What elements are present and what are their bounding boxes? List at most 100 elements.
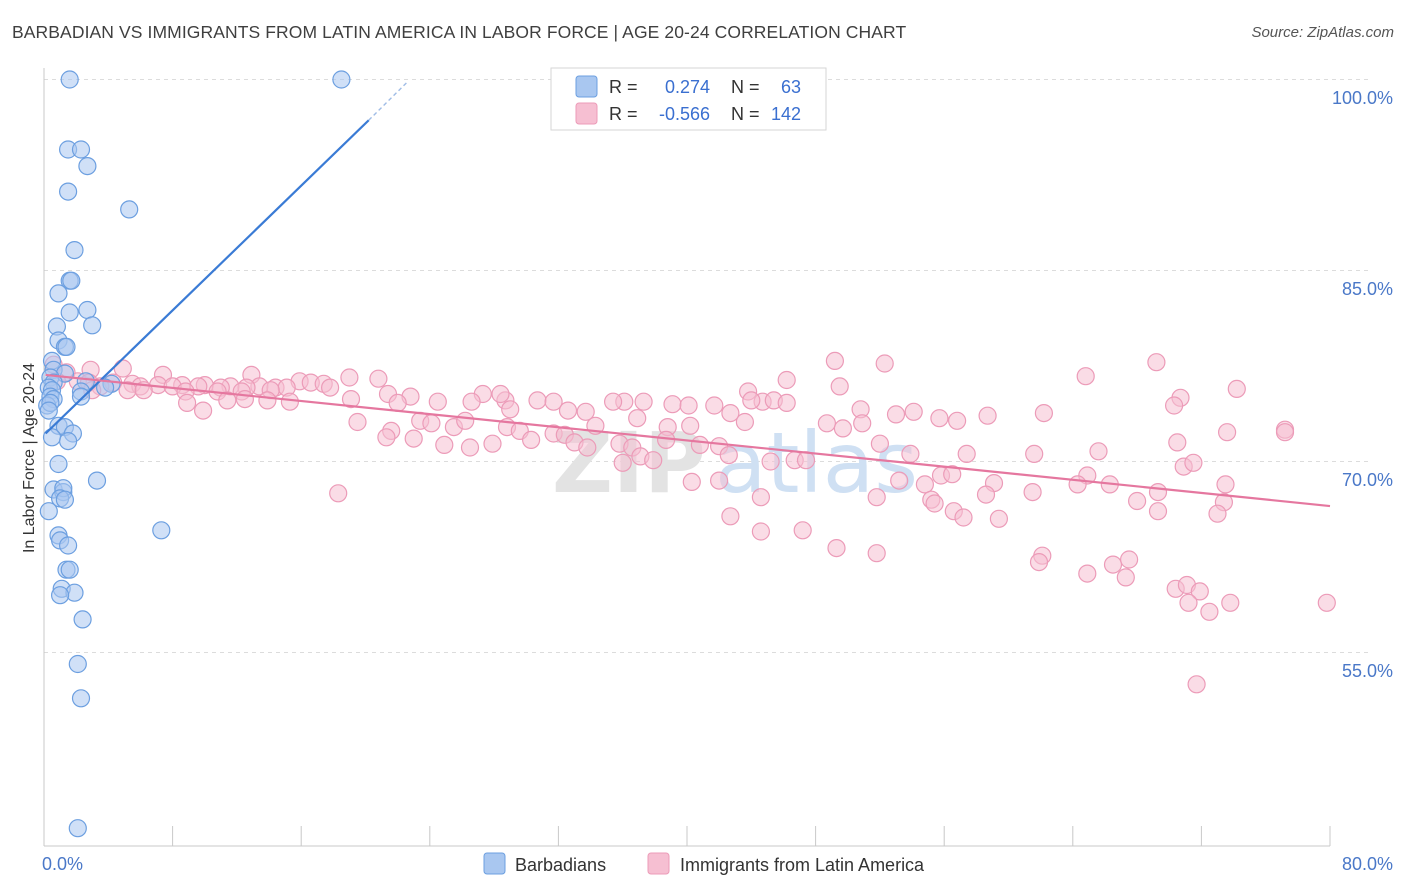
immigrants-point-119 xyxy=(901,444,920,463)
barbadians-point-17 xyxy=(57,337,76,356)
barbadians-point-28 xyxy=(95,378,115,397)
immigrants-point-62 xyxy=(341,390,361,409)
immigrants-point-142 xyxy=(1184,453,1203,472)
immigrants-point-165 xyxy=(827,538,846,558)
barbadians-point-0 xyxy=(60,70,79,89)
immigrants-point-101 xyxy=(978,406,997,425)
immigrants-point-169 xyxy=(1116,568,1135,587)
immigrants-point-52 xyxy=(1147,353,1166,372)
immigrants-point-123 xyxy=(1168,433,1187,452)
immigrants-point-158 xyxy=(751,522,771,541)
barbadians-point-57 xyxy=(73,610,92,629)
immigrants-point-110 xyxy=(578,438,597,457)
immigrants-point-145 xyxy=(751,488,771,507)
immigrants-point-97 xyxy=(817,414,837,433)
legend-r-value-2: -0.566 xyxy=(659,104,710,124)
immigrants-point-106 xyxy=(460,438,480,457)
immigrants-point-173 xyxy=(1221,593,1240,612)
immigrants-point-80 xyxy=(904,402,923,421)
immigrants-point-121 xyxy=(1025,444,1044,463)
immigrants-point-85 xyxy=(422,414,441,433)
immigrants-point-64 xyxy=(428,392,447,411)
barbadians-point-4 xyxy=(78,157,97,176)
immigrants-point-116 xyxy=(719,446,738,465)
immigrants-point-163 xyxy=(1029,552,1049,572)
immigrants-point-159 xyxy=(793,521,812,540)
immigrants-point-104 xyxy=(404,429,423,448)
barbadians-point-48 xyxy=(152,521,171,540)
immigrants-point-103 xyxy=(377,428,396,447)
barbadians-point-53 xyxy=(60,560,79,579)
barbadians-point-1 xyxy=(332,70,351,89)
barbadians-point-38 xyxy=(42,428,62,447)
immigrants-point-150 xyxy=(976,485,996,504)
immigrants-point-73 xyxy=(679,396,698,415)
barbadians-point-34 xyxy=(39,401,58,420)
barbadians-point-11 xyxy=(78,300,97,320)
x-tick-label-max: 80.0% xyxy=(1342,854,1393,874)
immigrants-point-51 xyxy=(1076,367,1095,386)
legend-n-label-1: N = xyxy=(731,77,760,97)
immigrants-point-41 xyxy=(528,391,547,410)
immigrants-point-157 xyxy=(721,507,740,526)
immigrants-point-98 xyxy=(833,419,853,438)
barbadians-point-7 xyxy=(65,241,84,260)
legend-swatch-pink xyxy=(575,102,598,125)
immigrants-point-144 xyxy=(329,484,348,503)
immigrants-point-29 xyxy=(321,378,340,397)
legend-r-label-2: R = xyxy=(609,104,638,124)
immigrants-point-114 xyxy=(690,435,710,454)
immigrants-point-67 xyxy=(501,400,520,419)
immigrants-point-156 xyxy=(1208,504,1227,523)
immigrants-point-120 xyxy=(957,444,976,463)
immigrants-point-69 xyxy=(558,401,578,420)
barbadians-point-56 xyxy=(50,586,70,605)
immigrants-point-138 xyxy=(1023,483,1042,502)
immigrants-point-47 xyxy=(830,377,849,396)
immigrants-point-177 xyxy=(1187,675,1206,694)
immigrants-point-107 xyxy=(483,434,502,453)
immigrants-point-100 xyxy=(947,411,967,430)
immigrants-point-152 xyxy=(1127,491,1147,511)
immigrants-point-167 xyxy=(1103,555,1123,574)
immigrants-point-118 xyxy=(870,434,890,453)
immigrants-point-77 xyxy=(777,370,796,390)
immigrants-point-76 xyxy=(742,391,761,410)
immigrants-point-70 xyxy=(576,402,595,421)
legend-swatch-blue xyxy=(575,75,598,98)
barbadians-point-5 xyxy=(58,182,78,201)
barbadians-point-3 xyxy=(71,140,91,159)
immigrants-point-99 xyxy=(853,414,872,433)
legend-r-label-1: R = xyxy=(609,77,638,97)
barbadians-point-12 xyxy=(60,303,79,322)
immigrants-point-102 xyxy=(1034,404,1054,423)
series-barbadians-points xyxy=(38,70,351,838)
legend-series: Barbadians Immigrants from Latin America xyxy=(483,852,925,875)
barbadians-point-58 xyxy=(68,654,87,674)
trend-lines xyxy=(44,81,1331,508)
barbadians-point-51 xyxy=(58,536,78,555)
immigrants-point-160 xyxy=(954,508,973,527)
legend-bottom-swatch-blue xyxy=(483,852,506,875)
immigrants-point-143 xyxy=(1216,475,1235,494)
immigrants-point-68 xyxy=(544,392,563,411)
immigrants-point-74 xyxy=(705,396,724,415)
immigrants-point-172 xyxy=(1190,582,1209,601)
immigrants-point-153 xyxy=(1148,483,1168,502)
barbadians-point-39 xyxy=(58,432,78,451)
chart-title: BARBADIAN VS IMMIGRANTS FROM LATIN AMERI… xyxy=(12,22,907,42)
immigrants-point-56 xyxy=(178,393,197,412)
barbadians-point-10 xyxy=(49,284,68,303)
immigrants-point-133 xyxy=(890,471,909,490)
immigrants-point-72 xyxy=(634,392,653,411)
immigrants-point-146 xyxy=(867,488,886,507)
immigrants-point-105 xyxy=(435,435,454,454)
immigrants-point-95 xyxy=(681,416,700,435)
axes xyxy=(43,68,1331,847)
trend-line-immigrants xyxy=(45,373,1331,508)
source-credit: Source: ZipAtlas.com xyxy=(1251,24,1394,41)
legend-stats: R = 0.274 N = 63 R = -0.566 N = 142 xyxy=(550,67,827,131)
immigrants-point-176 xyxy=(1317,593,1336,612)
immigrants-point-174 xyxy=(1200,602,1219,621)
